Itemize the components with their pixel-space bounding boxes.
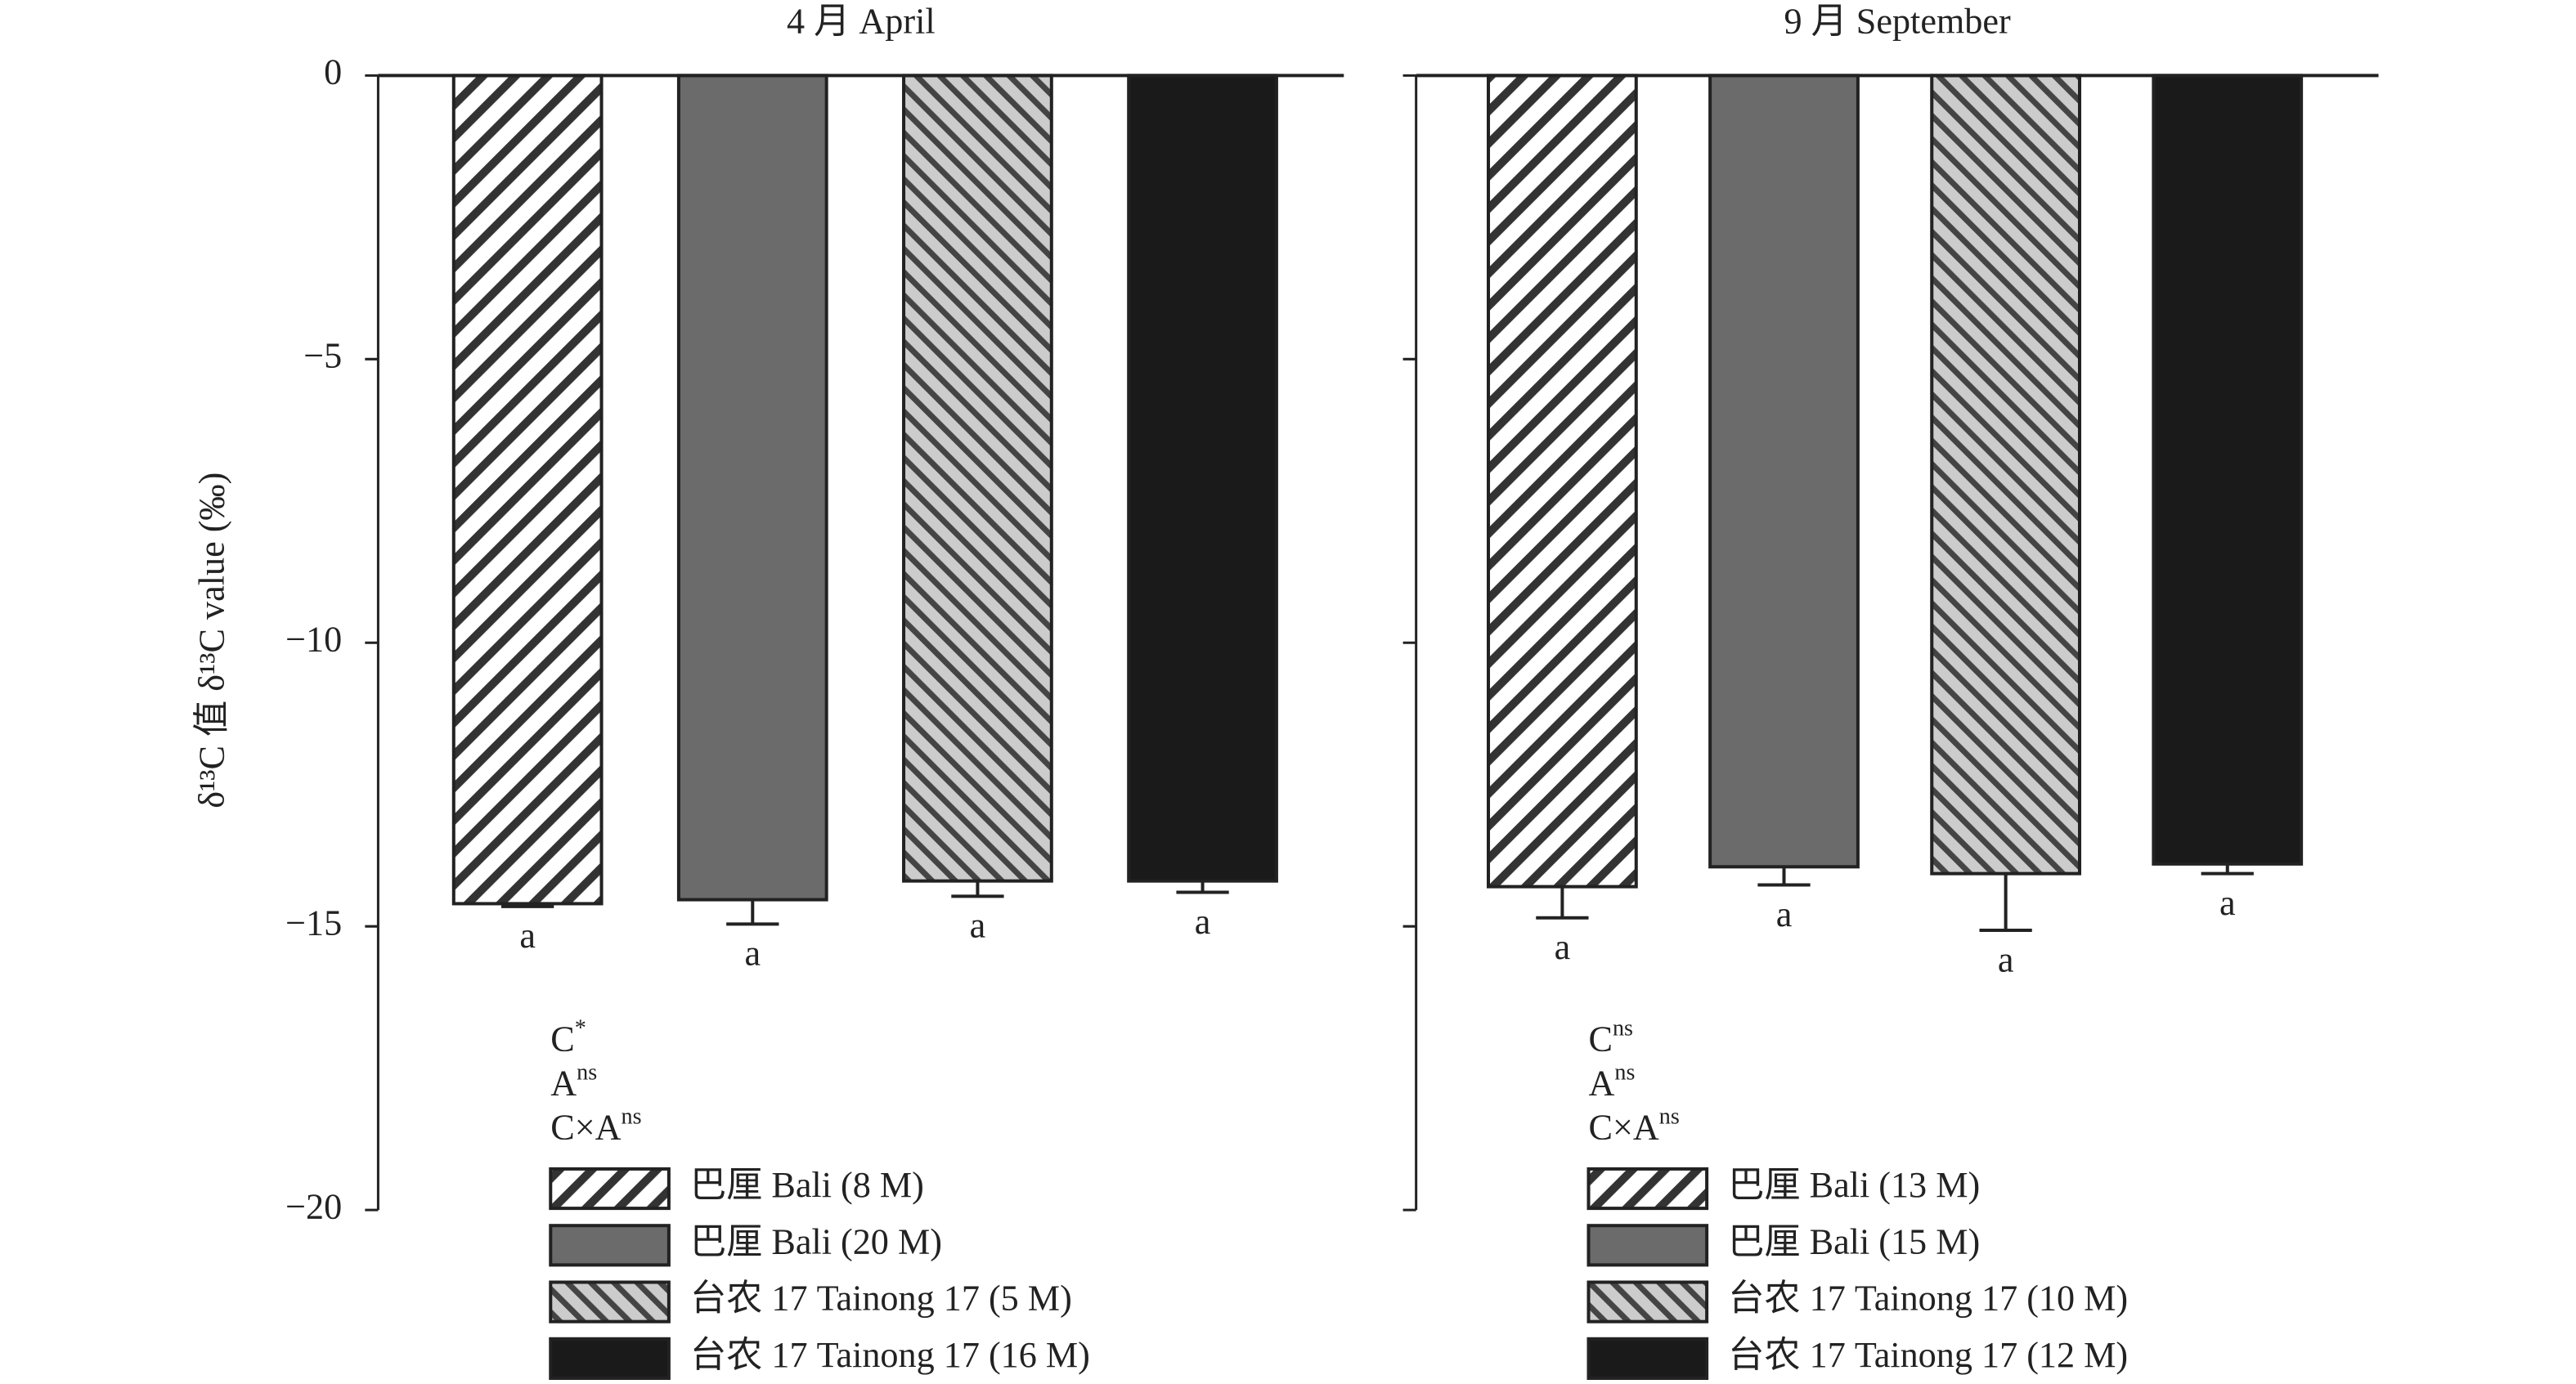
bar [1487, 74, 1638, 889]
legend-label: 台农 17 Tainong 17 (12 M) [1728, 1335, 2128, 1375]
stat-significance: ns [622, 1104, 642, 1130]
bar [902, 74, 1053, 883]
legend-label: 巴厘 Bali (8 M) [690, 1165, 924, 1205]
stat-significance: ns [1614, 1059, 1635, 1085]
legend-label: 台农 17 Tainong 17 (10 M) [1728, 1279, 2128, 1319]
stat-label: C×Ans [1589, 1104, 1680, 1148]
panel-title: 9 月 September [1784, 1, 2011, 41]
legend-swatch [1586, 1337, 1709, 1380]
stat-significance: ns [577, 1059, 597, 1085]
bar [1127, 74, 1278, 883]
stat-label: Cns [1589, 1015, 1633, 1059]
stat-label: C* [550, 1015, 586, 1059]
panel-title: 4 月 April [787, 1, 936, 41]
bar [1930, 74, 2082, 876]
legend-label: 巴厘 Bali (20 M) [690, 1221, 942, 1261]
y-tick-label: −15 [285, 903, 342, 943]
legend-swatch [549, 1167, 671, 1211]
stat-factor: C×A [1589, 1108, 1659, 1148]
stat-significance: ns [1659, 1104, 1680, 1130]
significance-letter: a [519, 916, 536, 956]
bar [1708, 74, 1860, 869]
legend-label: 台农 17 Tainong 17 (16 M) [690, 1335, 1090, 1375]
significance-letter: a [1998, 939, 2014, 979]
significance-letter: a [1776, 894, 1793, 934]
significance-letter: a [1195, 902, 1211, 942]
bar [451, 74, 604, 906]
legend-swatch [549, 1224, 671, 1267]
y-tick-label: −5 [303, 335, 342, 375]
legend-label: 巴厘 Bali (15 M) [1728, 1221, 1980, 1261]
legend-swatch [1586, 1167, 1709, 1211]
stat-label: C×Ans [550, 1104, 641, 1148]
y-tick-label: 0 [324, 52, 342, 92]
legend-label: 巴厘 Bali (13 M) [1728, 1165, 1980, 1205]
legend-swatch [1586, 1280, 1709, 1324]
stat-factor: A [550, 1064, 577, 1104]
stat-factor: C [1589, 1019, 1613, 1059]
significance-letter: a [970, 906, 986, 946]
stat-factor: C×A [550, 1108, 621, 1148]
stat-factor: A [1589, 1064, 1615, 1104]
significance-letter: a [2219, 883, 2236, 923]
bar [676, 74, 828, 902]
significance-letter: a [744, 934, 761, 974]
stat-label: Ans [550, 1059, 597, 1103]
stat-significance: * [575, 1015, 586, 1041]
legend-swatch [549, 1337, 671, 1380]
bar [2152, 74, 2304, 866]
legend-swatch [549, 1280, 671, 1324]
stat-factor: C [550, 1019, 574, 1059]
y-axis-label: δ¹³C 值 δ¹³C value (‰) [192, 473, 232, 808]
y-tick-label: −10 [285, 619, 342, 659]
stat-label: Ans [1589, 1059, 1636, 1103]
legend-swatch [1586, 1224, 1709, 1267]
significance-letter: a [1555, 927, 1571, 967]
legend-label: 台农 17 Tainong 17 (5 M) [690, 1279, 1072, 1319]
stat-significance: ns [1613, 1015, 1633, 1041]
y-tick-label: −20 [285, 1186, 342, 1226]
